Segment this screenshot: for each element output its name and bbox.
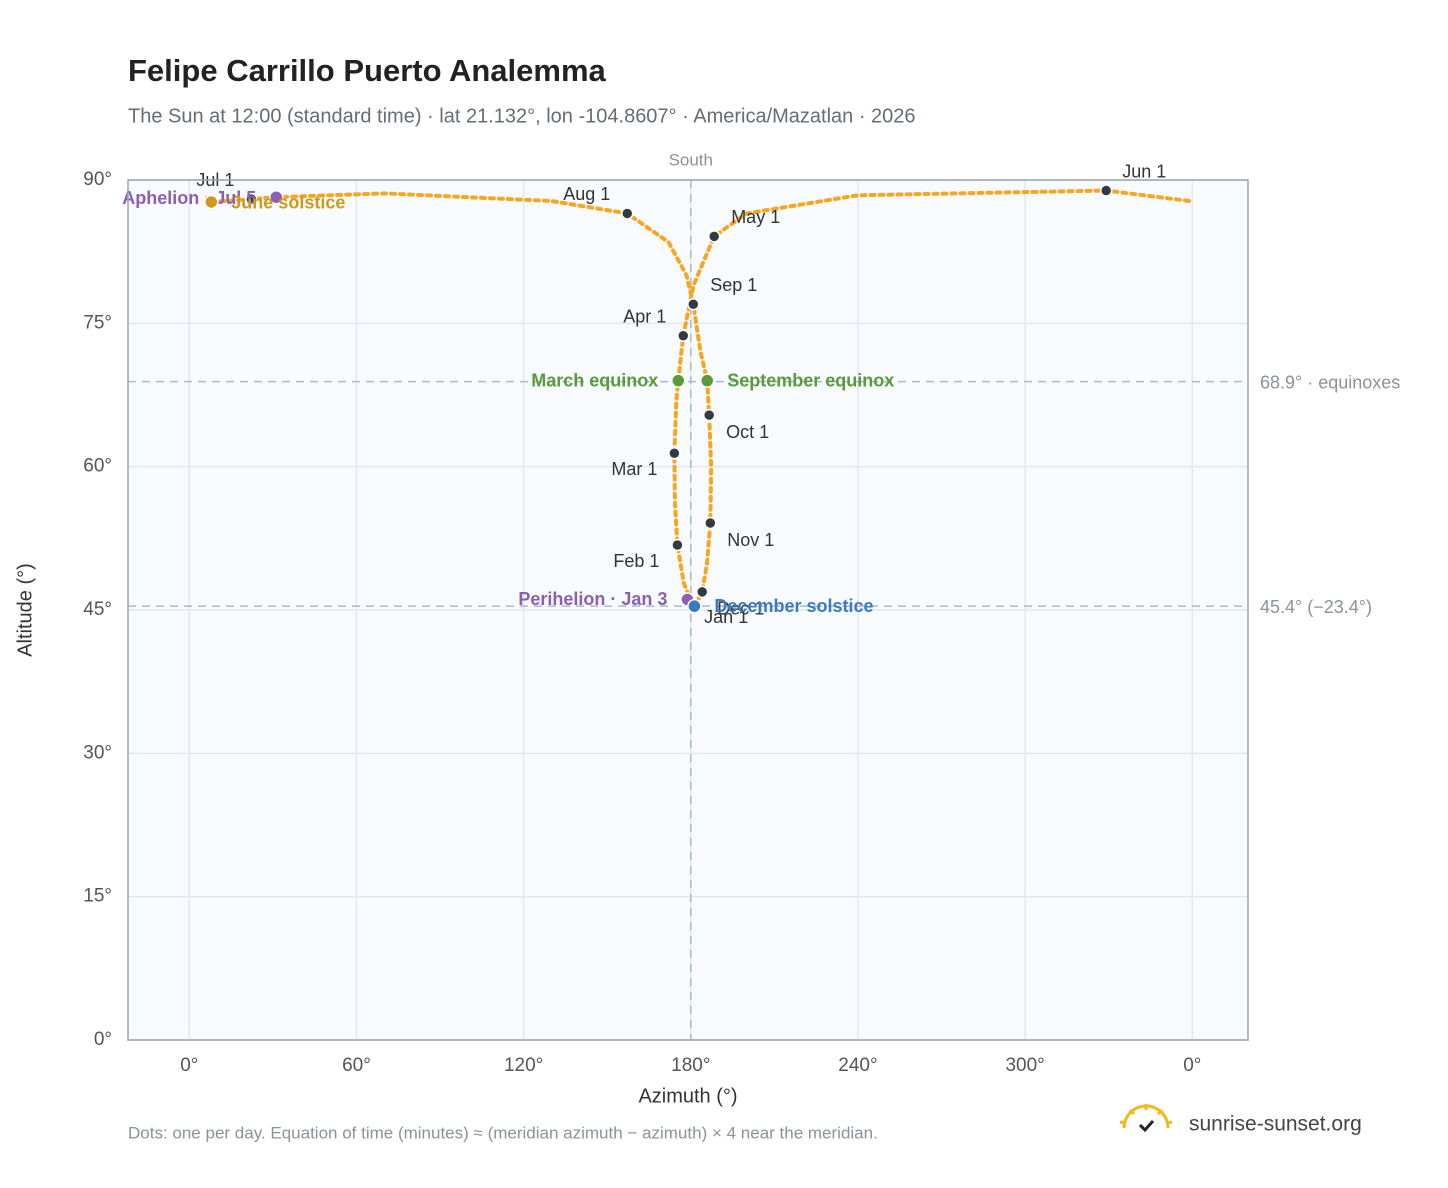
plot-frame	[127, 179, 1249, 1041]
analemma-curve	[209, 191, 714, 610]
event-label: Aphelion · Jul 5	[122, 188, 256, 208]
month-marker	[702, 408, 716, 422]
chart-title: Felipe Carrillo Puerto Analemma	[128, 53, 607, 88]
y-tick-label: 75°	[83, 312, 112, 333]
x-tick-label: 120°	[504, 1055, 543, 1076]
brand: sunrise-sunset.org	[1189, 1113, 1362, 1136]
y-tick-label: 90°	[83, 169, 112, 190]
event-marker	[699, 373, 715, 388]
reference-label: 45.4° (−23.4°)	[1260, 597, 1372, 617]
event-label: December solstice	[714, 596, 873, 616]
month-marker	[671, 538, 684, 552]
month-marker	[245, 192, 258, 206]
x-tick-label: 300°	[1005, 1055, 1044, 1076]
event-marker	[670, 373, 686, 388]
month-label: Sep 1	[710, 275, 757, 295]
event-label: Perihelion · Jan 3	[518, 589, 667, 609]
analemma-curve	[672, 188, 1192, 606]
event-label: March equinox	[531, 370, 658, 390]
x-tick-label: 0°	[180, 1055, 198, 1076]
month-label: Aug 1	[563, 184, 610, 204]
month-marker	[668, 447, 681, 460]
y-tick-label: 60°	[83, 456, 112, 477]
month-label: Nov 1	[727, 530, 774, 550]
x-tick-label: 60°	[342, 1055, 371, 1076]
meridian-label: South	[669, 150, 713, 169]
month-marker	[677, 329, 690, 343]
event-marker	[204, 194, 219, 210]
month-marker	[704, 516, 717, 530]
chart-subtitle: The Sun at 12:00 (standard time) · lat 2…	[128, 105, 916, 127]
x-tick-label: 240°	[838, 1055, 877, 1076]
x-tick-label: 0°	[1183, 1055, 1201, 1076]
y-tick-label: 30°	[83, 742, 112, 763]
y-axis-label: Altitude (°)	[14, 563, 36, 657]
month-label: Oct 1	[726, 422, 769, 442]
month-label: Dec 1	[717, 599, 764, 619]
event-marker	[687, 598, 702, 614]
month-marker	[621, 207, 634, 220]
month-marker	[695, 585, 709, 599]
x-axis-label: Azimuth (°)	[638, 1085, 737, 1107]
month-label: May 1	[731, 207, 780, 227]
month-marker	[1099, 184, 1113, 197]
month-label: Apr 1	[623, 307, 666, 327]
event-marker	[268, 189, 284, 205]
y-tick-label: 0°	[94, 1029, 112, 1050]
reference-label: 68.9° · equinoxes	[1260, 372, 1400, 392]
y-tick-label: 15°	[83, 886, 112, 907]
month-label: Feb 1	[613, 551, 659, 571]
month-label: Mar 1	[611, 459, 657, 479]
month-label: Jan 1	[704, 607, 748, 627]
footnote: Dots: one per day. Equation of time (min…	[128, 1123, 878, 1142]
brand-logo	[1119, 1104, 1173, 1133]
event-label: September equinox	[727, 370, 894, 390]
month-marker	[687, 297, 700, 311]
event-label: June solstice	[231, 193, 345, 213]
x-tick-label: 180°	[671, 1055, 710, 1076]
y-tick-label: 45°	[83, 599, 112, 620]
month-marker	[707, 230, 721, 243]
month-label: Jun 1	[1122, 161, 1166, 181]
